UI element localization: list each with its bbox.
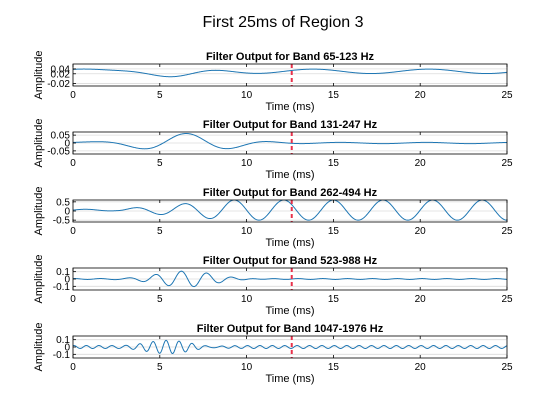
x-axis-label: Time (ms) xyxy=(265,373,314,385)
subplot-1: 0 5 10 15 20 25 -0.020.020.04 Filter Output for… xyxy=(33,51,513,113)
axes-box xyxy=(72,63,508,87)
y-tick-label: 0 xyxy=(64,139,70,150)
signal-line xyxy=(73,200,507,221)
signal-line xyxy=(73,339,507,355)
x-tick-label: 0 xyxy=(70,294,76,305)
y-tick-label: 0.04 xyxy=(51,64,71,75)
signal-line xyxy=(73,68,507,78)
x-tick-label: 10 xyxy=(241,90,253,101)
x-tick-label: 15 xyxy=(328,294,340,305)
x-tick-label: 15 xyxy=(328,158,340,169)
y-axis-label: Amplitude xyxy=(33,187,45,236)
subplot-title: Filter Output for Band 262-494 Hz xyxy=(203,187,378,199)
y-axis-label: Amplitude xyxy=(33,323,45,372)
x-tick-label: 20 xyxy=(415,294,427,305)
y-axis-label: Amplitude xyxy=(33,255,45,304)
x-tick-label: 10 xyxy=(241,226,253,237)
x-tick-label: 15 xyxy=(328,362,340,373)
x-tick-label: 10 xyxy=(241,158,253,169)
y-axis-label: Amplitude xyxy=(33,119,45,168)
x-tick-label: 0 xyxy=(70,158,76,169)
subplot-title: Filter Output for Band 131-247 Hz xyxy=(203,119,378,131)
y-tick-label: 0 xyxy=(64,207,70,218)
y-tick-label: -0.1 xyxy=(53,350,71,361)
x-tick-label: 0 xyxy=(70,90,76,101)
x-tick-label: 25 xyxy=(501,90,513,101)
x-tick-label: 0 xyxy=(70,362,76,373)
y-tick-label: 0 xyxy=(64,343,70,354)
x-tick-label: 5 xyxy=(157,362,163,373)
y-tick-label: -0.05 xyxy=(47,146,70,157)
x-tick-label: 25 xyxy=(501,226,513,237)
subplot-title: Filter Output for Band 65-123 Hz xyxy=(206,51,375,63)
y-tick-label: 0.5 xyxy=(56,197,70,208)
y-tick-label: 0.1 xyxy=(56,335,70,346)
x-tick-label: 15 xyxy=(328,90,340,101)
y-tick-label: -0.1 xyxy=(53,282,71,293)
x-tick-label: 5 xyxy=(157,158,163,169)
x-axis-label: Time (ms) xyxy=(265,237,314,249)
subplot-title: Filter Output for Band 523-988 Hz xyxy=(203,255,378,267)
y-axis-label: Amplitude xyxy=(33,51,45,100)
y-tick-label: 0.05 xyxy=(51,131,71,142)
x-tick-label: 20 xyxy=(415,158,427,169)
signal-line xyxy=(73,270,507,288)
x-tick-label: 25 xyxy=(501,362,513,373)
x-axis-label: Time (ms) xyxy=(265,305,314,317)
x-tick-label: 10 xyxy=(241,362,253,373)
x-tick-label: 25 xyxy=(501,158,513,169)
y-tick-label: 0.02 xyxy=(51,69,71,80)
x-tick-label: 15 xyxy=(328,226,340,237)
x-axis-label: Time (ms) xyxy=(265,169,314,181)
x-tick-label: 5 xyxy=(157,226,163,237)
x-tick-label: 20 xyxy=(415,90,427,101)
y-tick-label: -0.02 xyxy=(47,79,70,90)
x-tick-label: 5 xyxy=(157,90,163,101)
subplot-panels: 0 5 10 15 20 25 -0.020.020.04 Filter Output for… xyxy=(33,51,513,385)
y-tick-label: 0 xyxy=(64,275,70,286)
subplot-title: Filter Output for Band 1047-1976 Hz xyxy=(197,323,384,335)
x-tick-label: 20 xyxy=(415,226,427,237)
x-axis-label: Time (ms) xyxy=(265,101,314,113)
y-tick-label: -0.5 xyxy=(53,216,71,227)
y-tick-label: 0.1 xyxy=(56,267,70,278)
x-tick-label: 0 xyxy=(70,226,76,237)
x-tick-label: 10 xyxy=(241,294,253,305)
x-tick-label: 5 xyxy=(157,294,163,305)
figure-title: First 25ms of Region 3 xyxy=(203,14,364,31)
x-tick-label: 20 xyxy=(415,362,427,373)
x-tick-label: 25 xyxy=(501,294,513,305)
signal-line xyxy=(73,133,507,150)
